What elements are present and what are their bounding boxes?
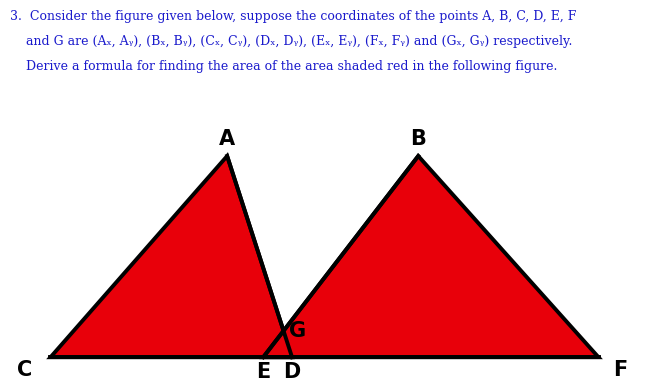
Text: A: A xyxy=(219,129,235,149)
Text: F: F xyxy=(613,360,627,380)
Text: Derive a formula for finding the area of the area shaded red in the following fi: Derive a formula for finding the area of… xyxy=(10,60,557,73)
Text: D: D xyxy=(284,362,300,382)
Polygon shape xyxy=(263,156,598,357)
Text: G: G xyxy=(289,321,306,341)
Polygon shape xyxy=(51,156,292,357)
Text: and G are (Aₓ, Aᵧ), (Bₓ, Bᵧ), (Cₓ, Cᵧ), (Dₓ, Dᵧ), (Eₓ, Eᵧ), (Fₓ, Fᵧ) and (Gₓ, Gᵧ: and G are (Aₓ, Aᵧ), (Bₓ, Bᵧ), (Cₓ, Cᵧ), … xyxy=(10,35,572,48)
Text: E: E xyxy=(256,362,271,382)
Text: C: C xyxy=(18,360,32,380)
Text: 3.  Consider the figure given below, suppose the coordinates of the points A, B,: 3. Consider the figure given below, supp… xyxy=(10,10,576,23)
Text: B: B xyxy=(410,129,426,149)
